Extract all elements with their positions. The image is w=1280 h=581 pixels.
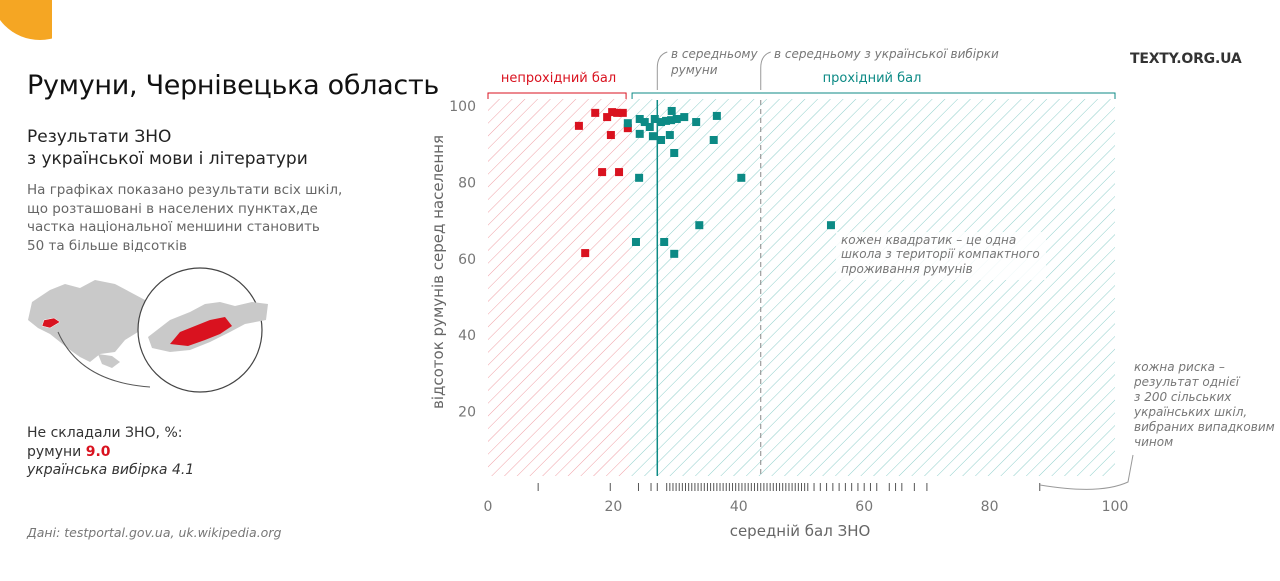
sample-mean-leader	[760, 51, 771, 90]
rug-note: чином	[1134, 435, 1173, 449]
stats-block: Не складали ЗНО, %: румуни 9.0 українськ…	[27, 424, 194, 480]
pass-school-point	[648, 132, 657, 141]
fail-school-point	[598, 168, 607, 177]
fail-zone	[488, 99, 630, 476]
square-note: школа з території компактного	[841, 247, 1040, 261]
rug-note: результат однієї	[1133, 375, 1241, 389]
fail-school-point	[591, 108, 600, 117]
pass-school-point	[657, 118, 666, 127]
rug-note: з 200 сільських	[1134, 390, 1232, 404]
pass-school-point	[635, 114, 644, 123]
pass-school-point	[650, 114, 659, 123]
rug-note: вибраних випадковим	[1134, 420, 1275, 434]
description-line: частка національної меншини становить	[27, 219, 320, 235]
square-note: проживання румунів	[841, 262, 973, 276]
pass-school-point	[680, 113, 689, 122]
minority-value: 9.0	[85, 443, 111, 460]
pass-school-point	[737, 173, 746, 182]
description-line: 50 та більше відсотків	[27, 237, 187, 254]
y-tick-label: 20	[458, 405, 476, 421]
fail-bracket	[487, 92, 627, 99]
stats-heading: Не складали ЗНО, %:	[27, 425, 183, 441]
sample-value: 4.1	[171, 462, 195, 478]
square-note-bg	[836, 232, 1046, 280]
pass-school-point	[662, 116, 671, 125]
minority-label: румуни	[27, 443, 82, 460]
rug-note-leader	[1039, 454, 1134, 490]
pass-school-point	[645, 123, 654, 132]
subtitle-line-2: з української мови і літератури	[27, 149, 308, 169]
pass-school-point	[631, 237, 640, 246]
description: На графіках показано результати всіх шкі…	[27, 181, 387, 255]
x-tick-label: 0	[484, 499, 493, 515]
pass-school-point	[670, 148, 679, 157]
stats-sample: українська вибірка 4.1	[27, 461, 194, 480]
brand-logo: TEXTY.ORG.UA	[1130, 51, 1242, 67]
fail-school-point	[581, 249, 590, 258]
y-tick-label: 80	[458, 175, 476, 191]
x-tick-label: 40	[730, 499, 748, 515]
minority-mean-note: румуни	[670, 63, 718, 77]
pass-school-point	[709, 135, 718, 144]
pass-school-point	[692, 118, 701, 127]
pass-school-point	[665, 131, 674, 140]
fail-school-point	[613, 108, 622, 117]
minority-mean-note: в середньому	[671, 47, 758, 61]
pass-bracket	[631, 92, 1116, 99]
fail-school-point	[574, 121, 583, 130]
fail-school-point	[615, 168, 624, 177]
pass-school-point	[640, 118, 649, 127]
fail-school-point	[608, 108, 617, 117]
pass-school-point	[695, 221, 704, 230]
y-tick-label: 60	[458, 252, 476, 268]
subtitle-line-1: Результати ЗНО	[27, 127, 172, 147]
y-tick-label: 100	[449, 99, 476, 115]
pass-school-point	[670, 249, 679, 258]
y-axis-label: відсоток румунів серед населення	[429, 135, 447, 409]
x-axis-label: середній бал ЗНО	[730, 522, 871, 540]
fail-school-point	[606, 131, 615, 140]
pass-school-point	[657, 135, 666, 144]
fail-band-label: непрохідний бал	[501, 71, 616, 86]
pass-school-point	[667, 106, 676, 115]
subtitle: Результати ЗНО з української мови і літе…	[27, 126, 308, 170]
x-tick-label: 100	[1102, 499, 1129, 515]
pass-school-point	[660, 237, 669, 246]
minority-mean-leader	[656, 51, 668, 90]
fail-school-point	[603, 113, 612, 122]
stats-minority: румуни 9.0	[27, 443, 194, 462]
sample-mean-note: в середньому з української вибірки	[774, 47, 999, 61]
description-line: На графіках показано результати всіх шкі…	[27, 182, 343, 198]
pass-school-point	[623, 119, 632, 128]
pass-school-point	[672, 114, 681, 123]
pass-school-point	[667, 116, 676, 125]
pass-school-point	[826, 221, 835, 230]
x-tick-label: 20	[604, 499, 622, 515]
y-tick-label: 40	[458, 328, 476, 344]
pass-zone	[629, 99, 1115, 476]
x-tick-label: 80	[981, 499, 999, 515]
pass-band-label: прохідний бал	[823, 71, 922, 86]
pass-school-point	[712, 111, 721, 120]
corner-accent	[0, 0, 52, 40]
ukraine-map-icon	[28, 267, 268, 393]
page-title: Румуни, Чернівецька область	[27, 70, 439, 101]
square-note: кожен квадратик – це одна	[841, 233, 1016, 247]
pass-school-point	[635, 129, 644, 138]
fail-school-point	[618, 108, 627, 117]
pass-school-point	[635, 173, 644, 182]
rug-note: кожна риска –	[1134, 360, 1225, 374]
x-tick-label: 60	[855, 499, 873, 515]
fail-school-point	[623, 124, 632, 133]
rug-note: українських шкіл,	[1133, 405, 1247, 419]
source-note: Дані: testportal.gov.ua, uk.wikipedia.or…	[27, 525, 282, 540]
description-line: що розташовані в населених пунктах,де	[27, 200, 318, 217]
sample-label: українська вибірка	[27, 462, 168, 478]
